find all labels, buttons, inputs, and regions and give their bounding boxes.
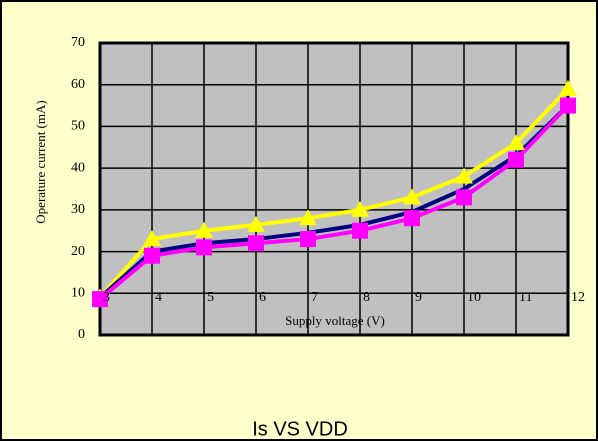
y-tick-label: 30 <box>71 202 85 217</box>
series-line <box>98 87 570 299</box>
point-marker <box>299 209 317 226</box>
series-group <box>91 79 577 308</box>
x-tick-label: 3 <box>103 290 110 305</box>
point-marker <box>404 210 420 227</box>
series-line <box>98 104 570 301</box>
point-marker <box>144 247 160 264</box>
series-line <box>98 104 570 299</box>
x-tick-label: 7 <box>311 290 318 305</box>
point-marker <box>559 79 577 96</box>
y-tick-label: 70 <box>71 35 85 50</box>
point-marker <box>455 167 473 184</box>
point-marker <box>196 239 212 256</box>
y-tick-label: 20 <box>71 244 85 259</box>
point-marker <box>507 134 525 151</box>
point-marker <box>351 200 369 217</box>
point-marker <box>92 291 108 308</box>
point-marker <box>247 215 265 232</box>
y-tick-label: 50 <box>71 119 85 134</box>
x-tick-label: 10 <box>467 290 481 305</box>
plot-border <box>98 41 570 337</box>
y-tick-label: 40 <box>71 160 85 175</box>
x-tick-label: 8 <box>363 290 370 305</box>
point-marker <box>508 151 524 168</box>
x-tick-label: 12 <box>571 290 585 305</box>
x-tick-label: 4 <box>155 290 162 305</box>
x-tick-label: 11 <box>519 290 532 305</box>
point-marker <box>248 235 264 252</box>
y-tick-label: 0 <box>78 327 85 342</box>
x-tick-label: 5 <box>207 290 214 305</box>
plot-area <box>100 43 568 335</box>
point-marker <box>300 231 316 248</box>
y-tick-label: 60 <box>71 77 85 92</box>
point-marker <box>560 97 576 114</box>
point-marker <box>456 189 472 206</box>
point-marker <box>352 222 368 239</box>
point-marker <box>195 221 213 238</box>
y-tick-label: 10 <box>71 286 85 301</box>
y-axis-label: Operature current (mA) <box>33 100 48 223</box>
point-marker <box>143 230 161 247</box>
x-tick-label: 6 <box>259 290 266 305</box>
x-axis-label: Supply voltage (V) <box>285 313 385 328</box>
point-marker <box>403 188 421 205</box>
x-tick-label: 9 <box>415 290 422 305</box>
chart-title: Is VS VDD <box>252 418 348 440</box>
